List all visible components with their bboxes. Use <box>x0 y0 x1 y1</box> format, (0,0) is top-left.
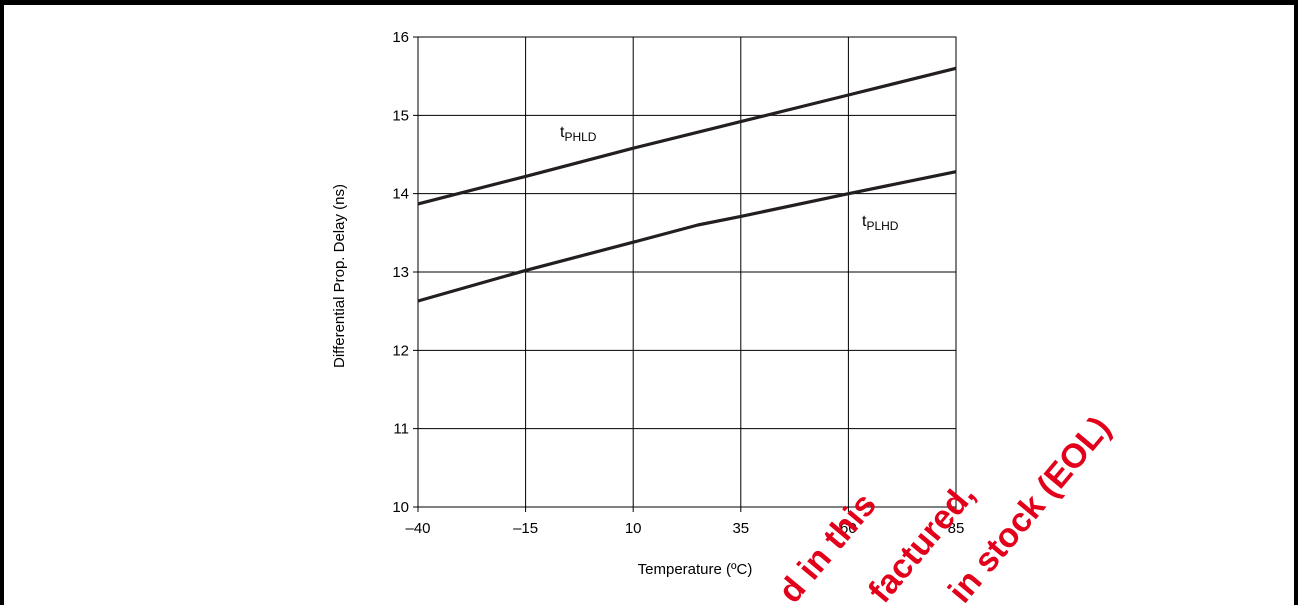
y-axis-label: Differential Prop. Delay (ns) <box>331 184 348 368</box>
x-axis-label: Temperature (ºC) <box>638 561 753 578</box>
x-tick-label: 60 <box>840 520 857 537</box>
tick-labels: –40 –15 10 35 60 85 10 11 12 13 14 15 16 <box>392 29 964 537</box>
chart-frame: –40 –15 10 35 60 85 10 11 12 13 14 15 16 tPHLD tPLHD … <box>4 5 1294 605</box>
x-tick-label: 10 <box>625 520 642 537</box>
y-tick-label: 13 <box>392 264 409 281</box>
x-tick-label: 35 <box>732 520 749 537</box>
series-label-tPHLD: tPHLD <box>560 124 597 144</box>
y-tick-label: 12 <box>392 342 409 359</box>
series-label-tPLHD: tPLHD <box>862 213 899 233</box>
grid <box>413 36 957 512</box>
series-line-tPHLD <box>417 66 957 206</box>
y-tick-label: 11 <box>393 421 409 438</box>
y-tick-label: 15 <box>392 107 409 124</box>
x-tick-label: –40 <box>405 520 430 537</box>
y-tick-label: 14 <box>392 186 409 203</box>
x-tick-label: 85 <box>948 520 965 537</box>
y-tick-label: 16 <box>392 29 409 46</box>
y-tick-label: 10 <box>392 499 409 516</box>
series-lines: tPHLD tPLHD <box>417 66 957 303</box>
series-line-tPLHD <box>417 170 957 303</box>
x-tick-label: –15 <box>513 520 538 537</box>
